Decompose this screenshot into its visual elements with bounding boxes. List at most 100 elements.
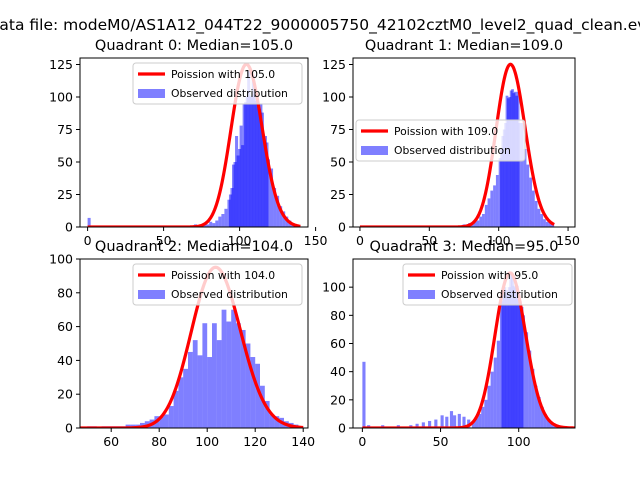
- legend-histogram-swatch: [361, 146, 388, 155]
- histogram-bar: [206, 224, 210, 227]
- x-tick-label: 0: [356, 233, 364, 248]
- histogram-bar: [282, 211, 286, 227]
- histogram-bar: [415, 423, 419, 428]
- histogram-bar: [188, 351, 193, 428]
- histogram-bar: [269, 414, 275, 428]
- legend-histogram-swatch: [408, 290, 435, 299]
- legend-poisson-label: Poission with 109.0: [394, 125, 498, 138]
- legend-poisson-label: Poission with 104.0: [171, 269, 275, 282]
- y-tick-label: 0: [338, 421, 346, 436]
- x-tick-label: 0: [358, 434, 366, 449]
- poisson-curve: [362, 271, 575, 428]
- legend-poisson-label: Poission with 105.0: [171, 68, 275, 81]
- x-tick-label: 50: [421, 233, 437, 248]
- x-tick-label: 100: [195, 434, 219, 449]
- histogram-bar: [216, 340, 222, 428]
- histogram-bar: [508, 97, 512, 227]
- histogram-bar: [231, 309, 236, 428]
- histogram-bar: [482, 214, 485, 227]
- histogram-bar: [212, 323, 217, 428]
- y-tick-label: 75: [57, 122, 73, 137]
- subplot-title: Quadrant 2: Median=104.0: [95, 239, 293, 255]
- y-tick-label: 75: [330, 122, 346, 137]
- y-tick-label: 40: [330, 364, 346, 379]
- y-tick-label: 100: [322, 90, 346, 105]
- legend-box: [132, 263, 303, 306]
- y-tick-label: 50: [330, 155, 346, 170]
- figure-suptitle: Data file: modeM0/AS1A12_044T22_90000057…: [0, 16, 640, 35]
- histogram-bar: [481, 406, 485, 428]
- legend-histogram-swatch: [138, 89, 165, 98]
- legend-observed-label: Observed distribution: [441, 288, 558, 301]
- histogram-bar: [224, 208, 228, 227]
- histogram-bar: [255, 363, 260, 428]
- histogram-bar: [218, 216, 222, 227]
- histogram-bar: [87, 217, 91, 227]
- histogram-bar: [529, 177, 532, 227]
- x-tick-label: 50: [156, 233, 172, 248]
- legend-box: [402, 263, 573, 306]
- x-tick-label: 150: [556, 233, 580, 248]
- histogram-bar: [479, 216, 483, 227]
- y-tick-label: 50: [57, 155, 73, 170]
- histogram-bar: [260, 385, 265, 428]
- x-tick-label: 100: [487, 233, 511, 248]
- y-tick-label: 0: [338, 220, 346, 235]
- x-tick-label: 50: [433, 434, 449, 449]
- y-tick-label: 100: [49, 90, 73, 105]
- histogram-bar: [540, 214, 544, 227]
- x-tick-label: 100: [228, 233, 252, 248]
- histogram-bar: [493, 185, 496, 227]
- histogram-bar: [168, 406, 174, 428]
- legend-histogram-swatch: [138, 290, 165, 299]
- histogram-bar: [526, 164, 530, 227]
- axes-frame: [79, 57, 309, 228]
- histogram-bar: [183, 368, 188, 428]
- x-tick-label: 0: [84, 233, 92, 248]
- subplot-title: Quadrant 1: Median=109.0: [365, 38, 563, 54]
- histogram-bar: [212, 223, 216, 227]
- histogram-bar: [496, 340, 500, 428]
- histogram-bar: [236, 155, 240, 227]
- histogram-bar: [471, 420, 475, 428]
- histogram-bar: [462, 416, 466, 428]
- x-tick-label: 140: [291, 434, 315, 449]
- legend-observed-label: Observed distribution: [171, 288, 288, 301]
- histogram-bar: [520, 123, 524, 227]
- histogram-bar: [548, 223, 552, 227]
- histogram-bar: [215, 220, 219, 227]
- histogram-bar: [209, 221, 213, 227]
- histogram-bar: [476, 220, 480, 227]
- histogram-bar: [518, 123, 521, 227]
- histogram-bar: [540, 406, 544, 428]
- histogram-bar: [232, 164, 236, 227]
- histogram-bar: [524, 332, 529, 428]
- histogram-bar: [240, 329, 246, 428]
- histogram-bar: [528, 350, 532, 428]
- histogram-bar: [264, 400, 270, 428]
- histogram-bar: [178, 377, 184, 428]
- histogram-bar: [197, 355, 203, 428]
- histogram-bars: [362, 273, 557, 428]
- histogram-bar: [262, 138, 266, 227]
- histogram-bar: [534, 385, 538, 428]
- histogram-bar: [192, 340, 198, 428]
- legend: Poission with 104.0 Observed distribution: [132, 263, 303, 306]
- histogram-bar: [248, 95, 252, 227]
- histogram-bar: [362, 361, 366, 428]
- y-tick-label: 100: [49, 252, 73, 267]
- histogram-bar: [173, 390, 179, 428]
- legend-box: [132, 62, 303, 105]
- histogram-bar: [440, 415, 444, 428]
- histogram-bar: [517, 291, 521, 428]
- y-tick-label: 20: [330, 392, 346, 407]
- legend-box: [355, 119, 526, 162]
- histogram-bar: [473, 221, 477, 227]
- histogram-bar: [202, 323, 208, 428]
- y-tick-label: 40: [57, 353, 73, 368]
- legend: Poission with 109.0 Observed distribution: [355, 119, 526, 162]
- y-tick-label: 0: [65, 421, 73, 436]
- x-tick-label: 100: [507, 434, 531, 449]
